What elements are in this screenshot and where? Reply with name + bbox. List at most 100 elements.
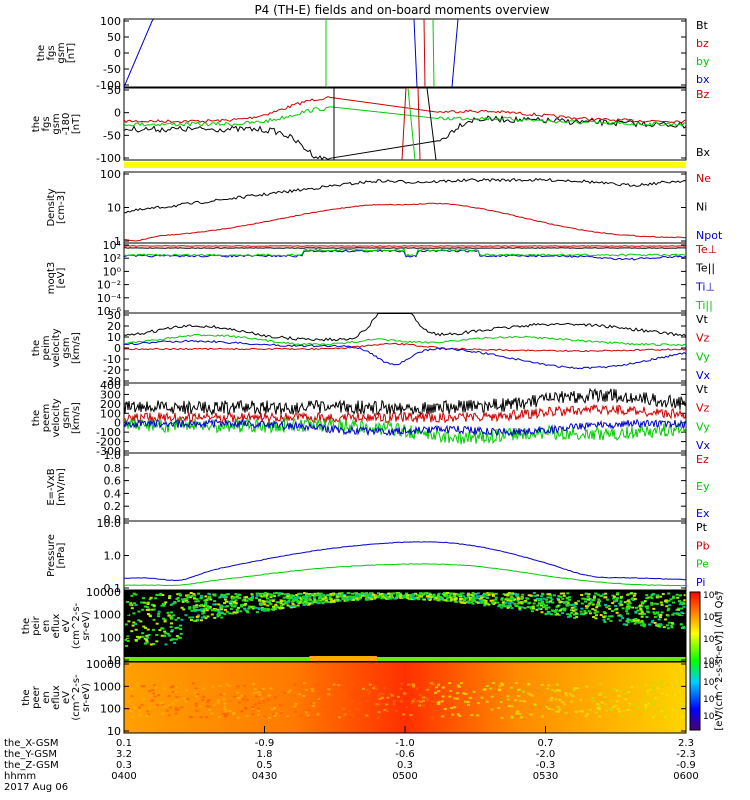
time-axis-value: -1.0 bbox=[395, 738, 415, 749]
time-axis-value: 0.3 bbox=[116, 760, 132, 771]
y-axis-label: the peir en eflux eV (cm^2-s-sr-eV) bbox=[21, 602, 92, 649]
legend-temperature-1: Te|| bbox=[695, 262, 715, 275]
svg-text:sr-eV): sr-eV) bbox=[81, 611, 92, 640]
legend-peim-velocity-3: Vx bbox=[696, 369, 711, 382]
y-tick-label: -300 bbox=[96, 445, 121, 458]
svg-text:moqt3: moqt3 bbox=[46, 262, 57, 295]
legend-density-0: Ne bbox=[696, 172, 711, 185]
traces-temperature bbox=[124, 245, 686, 261]
svg-text:[nPa]: [nPa] bbox=[56, 542, 67, 568]
colorbar-tick: 10⁶ bbox=[703, 678, 718, 688]
y-axis-label: the fgs gsm [nT] bbox=[36, 42, 77, 63]
panel-peir-spectrogram: 10000 1000 100 10 the peir en eflux eV (cm^2-s-sr… bbox=[21, 586, 687, 667]
legend-efield-0: Ez bbox=[696, 453, 709, 466]
low-energy-peak bbox=[309, 656, 377, 661]
bx-gap-2 bbox=[426, 88, 437, 160]
y-tick-label: -100 bbox=[96, 426, 121, 439]
svg-text:[cm-3]: [cm-3] bbox=[56, 191, 67, 224]
vz-line bbox=[124, 342, 686, 353]
svg-text:[km/s]: [km/s] bbox=[71, 332, 82, 364]
legend-pressure-1: Pb bbox=[696, 539, 710, 552]
panel-frame bbox=[123, 452, 687, 522]
time-axis-value: -2.0 bbox=[536, 749, 556, 760]
bx-line bbox=[124, 19, 155, 87]
legend-peim-velocity-0: Vt bbox=[696, 313, 709, 326]
panel-efield: 1.00.80.60.40.20.0 E=-VxB [mV/m] Ez Ey Ex bbox=[46, 449, 710, 526]
legend-peem-velocity-1: Vz bbox=[696, 402, 710, 415]
colorbar-tick: 10⁴ bbox=[703, 695, 718, 705]
vy-line bbox=[124, 333, 686, 347]
time-axis-row-label: hhmm bbox=[4, 771, 36, 782]
colorbar-tick: 10⁶ bbox=[703, 613, 718, 623]
colorbar-tick: 10² bbox=[703, 712, 718, 722]
y-axis-label: moqt3 [eV] bbox=[46, 262, 67, 295]
y-tick-label: 0 bbox=[114, 342, 121, 355]
y-tick-label: 100 bbox=[100, 703, 121, 716]
svg-text:-180: -180 bbox=[61, 113, 72, 136]
y-tick-label: 1000 bbox=[93, 680, 121, 693]
svg-text:gsm: gsm bbox=[51, 113, 62, 134]
svg-text:Density: Density bbox=[46, 188, 57, 226]
time-axis-value: -0.9 bbox=[676, 760, 696, 771]
y-tick-label: 1.0 bbox=[104, 550, 122, 563]
colorbar-label: [eV/(cm^2-s-sr-eV)] (All Qs) bbox=[714, 591, 725, 730]
panel-peer-spectrogram: 10000 1000 100 10 the peer en eflux eV (cm^2-s-sr… bbox=[21, 658, 687, 738]
svg-text:[nT]: [nT] bbox=[66, 43, 77, 63]
y-tick-label: -50 bbox=[103, 129, 121, 142]
y-tick-label: 10⁰ bbox=[103, 265, 122, 278]
vz-line bbox=[124, 404, 686, 424]
vx-line bbox=[124, 418, 686, 437]
y-tick-label: -20 bbox=[103, 364, 121, 377]
svg-text:gsm: gsm bbox=[61, 337, 72, 358]
pe-line bbox=[124, 563, 686, 587]
y-tick-label: 0.0 bbox=[104, 513, 122, 526]
svg-text:peir: peir bbox=[31, 615, 42, 635]
by-line bbox=[124, 106, 686, 127]
y-tick-label: 10 bbox=[107, 331, 121, 344]
legend-pressure-2: Pe bbox=[696, 558, 709, 571]
colorbar: 10⁸10⁶10⁴10²10⁸10⁶10⁴10²[eV/(cm^2-s-sr-e… bbox=[689, 591, 725, 731]
traces-fgs bbox=[124, 19, 459, 87]
y-tick-label: 10000 bbox=[86, 586, 121, 599]
legend-fgs-t180-0: Bz bbox=[696, 88, 710, 101]
y-tick-label: 10.0 bbox=[97, 517, 122, 530]
y-axis-label: E=-VxB [mV/m] bbox=[46, 468, 67, 506]
time-axis-value: -0.6 bbox=[395, 749, 415, 760]
svg-text:peim: peim bbox=[41, 335, 52, 360]
legend-density-2: Npot bbox=[696, 229, 723, 242]
vt-line bbox=[124, 313, 686, 342]
time-axis-row-label: the_X-GSM bbox=[4, 738, 58, 749]
svg-text:gsm: gsm bbox=[56, 42, 67, 63]
legend-fgs-3: bx bbox=[696, 73, 710, 86]
colorbar-tick: 10² bbox=[703, 657, 718, 667]
ti-par-line bbox=[124, 248, 686, 257]
legend-temperature-3: Ti|| bbox=[695, 299, 713, 312]
panel-density: 100 10 1 Density [cm-3] Ne Ni Npot bbox=[46, 168, 723, 248]
y-axis-label: the peer en eflux eV (cm^2-s-sr-eV) bbox=[21, 674, 92, 721]
time-axis-value: 0.5 bbox=[257, 760, 273, 771]
bx-line-3 bbox=[451, 19, 459, 87]
bz-line bbox=[423, 19, 426, 87]
by-gap bbox=[407, 88, 416, 160]
y-tick-label: 100 bbox=[100, 631, 121, 644]
time-axis-value: 0.7 bbox=[538, 738, 554, 749]
y-tick-label: 300 bbox=[100, 388, 121, 401]
y-axis-label: the peim velocity gsm [km/s] bbox=[31, 328, 82, 367]
traces-pressure bbox=[124, 541, 686, 587]
time-axis-value: -0.9 bbox=[255, 738, 275, 749]
y-tick-label: 10000 bbox=[86, 658, 121, 671]
legend-efield-2: Ex bbox=[696, 507, 710, 520]
legend-density-1: Ni bbox=[696, 201, 707, 214]
ni-line bbox=[124, 177, 686, 214]
vx-line bbox=[124, 339, 686, 370]
colorbar-tick: 10⁴ bbox=[703, 635, 718, 645]
time-axis-value: 0.3 bbox=[397, 760, 413, 771]
y-tick-label: 10⁴ bbox=[103, 239, 122, 252]
svg-text:peer: peer bbox=[31, 685, 42, 709]
legend-peim-velocity-2: Vy bbox=[696, 350, 710, 363]
bz-line bbox=[124, 96, 686, 124]
svg-text:en: en bbox=[41, 620, 52, 633]
